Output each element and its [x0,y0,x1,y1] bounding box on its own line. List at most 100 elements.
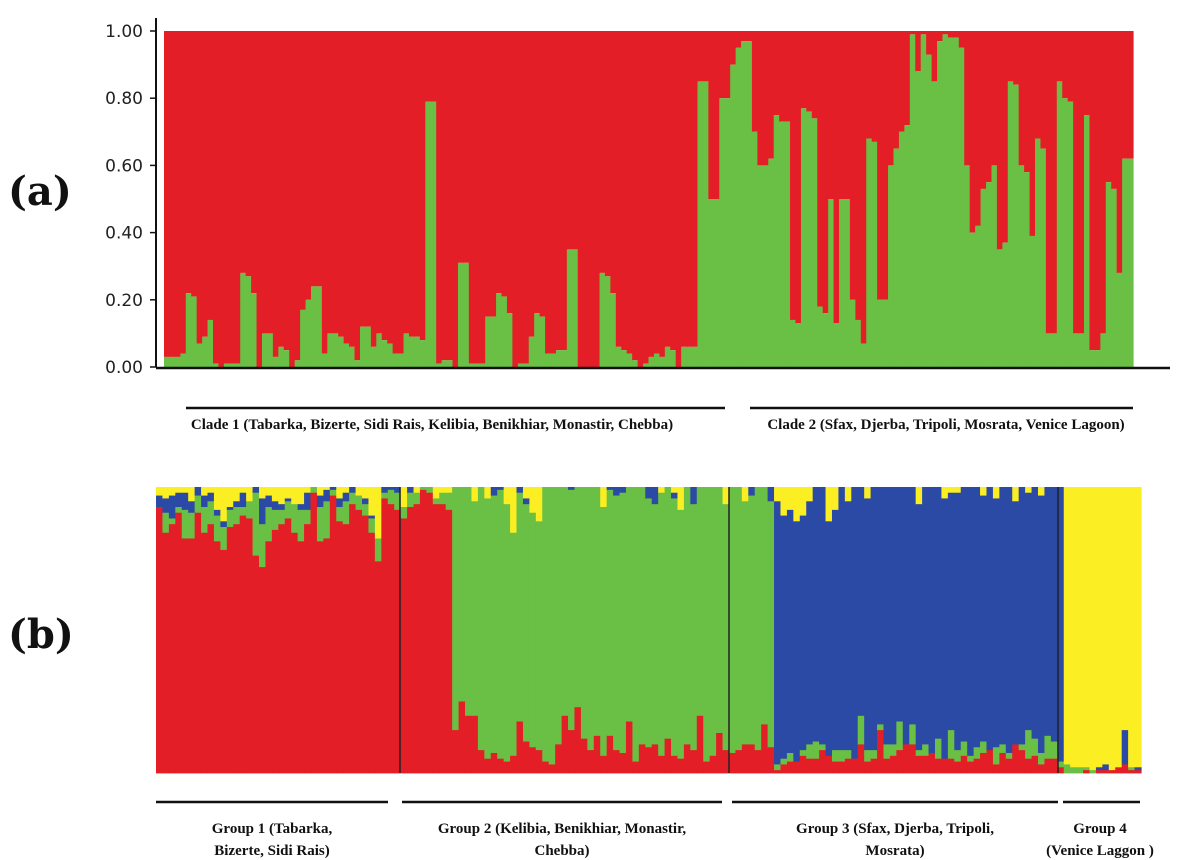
bar-a-green [463,262,470,367]
bar-b-red [613,750,621,774]
bar-b-blue [870,487,878,751]
y-tick-label: 0.20 [105,291,143,311]
bar-a-red [343,31,350,344]
bar-b-green [690,504,698,751]
bar-b-red [941,758,949,774]
bar-a-red [806,31,813,112]
bar-a-red [1024,31,1031,173]
bar-b-blue [394,487,402,494]
bar-a-red [485,31,492,317]
bar-b-blue [613,487,621,496]
bar-a-red [300,31,307,310]
bar-b-red [683,744,691,774]
bar-a-red [604,31,611,277]
bar-a-red [398,31,405,354]
bar-b-green [259,524,267,568]
bar-a-green [474,363,481,367]
bar-b-blue [194,487,202,496]
bar-a-green [1122,158,1129,367]
bar-a-green [1056,81,1063,368]
bar-b-blue [877,487,885,725]
bar-b-green [838,750,846,762]
bar-a-green [926,54,933,368]
bar-b-yellow [741,487,749,502]
bar-b-red [484,758,492,774]
bar-b-red [812,758,820,774]
bar-b-red [844,758,852,774]
bar-a-green [659,356,666,367]
bar-b-yellow [510,487,518,534]
bar-a-green [496,293,503,367]
bar-b-red [445,509,453,774]
bar-b-yellow [522,487,530,499]
bar-a-green [947,37,954,367]
bar-b-green [806,744,814,760]
bar-b-green [574,487,582,708]
bar-b-green [394,492,402,511]
bar-a-green [991,165,998,367]
bar-b-green [877,724,885,731]
bar-b-yellow [175,487,183,494]
bar-a-green [1094,350,1101,367]
bar-b-green [1031,738,1039,757]
bar-a-red [1035,31,1042,139]
bar-b-yellow [471,487,479,502]
bar-b-yellow [786,487,794,511]
bar-a-red [468,31,475,364]
bar-a-green [839,199,846,367]
bar-b-blue [226,507,234,511]
bar-b-red [542,761,550,774]
bar-b-yellow [213,487,221,511]
bar-a-green [975,225,982,367]
bar-a-green [828,199,835,367]
bar-b-green [445,492,453,511]
bar-b-green [741,501,749,745]
bar-a-green [229,363,236,367]
bar-a-red [419,31,426,341]
bar-a-red [512,31,519,367]
bar-a-red [588,31,595,367]
bar-a-red [784,31,791,122]
bar-a-green [937,41,944,367]
bar-b-green [696,487,704,717]
bar-a-green [604,276,611,367]
bar-b-red [1095,770,1103,774]
group-label: (Venice Laggon ) [1046,843,1154,859]
bar-b-red [458,701,466,774]
bar-a-red [305,31,312,300]
bar-a-green [566,249,573,367]
bar-a-red [550,31,557,354]
bar-b-green [510,532,518,757]
bar-b-green [439,492,447,505]
bar-b-blue [181,492,189,511]
bar-b-yellow [915,487,923,505]
bar-a-red [506,31,513,314]
bar-a-red [261,31,269,334]
bar-a-green [169,356,176,367]
bar-a-red [212,31,220,364]
bar-b-green [857,715,865,745]
bar-b-blue [896,487,904,722]
group-label: Group 4 [1073,821,1127,837]
bar-a-green [392,353,399,367]
bar-a-green [436,363,443,367]
bar-b-yellow [220,487,228,522]
bar-b-green [213,515,221,542]
bar-a-green [523,363,530,367]
bar-b-green [226,509,234,528]
bar-a-red [920,31,927,35]
bar-b-blue [284,498,292,502]
bar-b-blue [1095,767,1103,771]
bar-a-red [653,31,660,354]
bar-a-green [545,353,552,367]
bar-b-yellow [278,487,286,505]
bar-b-red [355,509,363,774]
bar-a-green [686,346,693,367]
bar-b-green [1083,767,1091,771]
bar-b-green [407,492,415,508]
bar-a-green [359,326,367,367]
bar-b-green [284,501,292,519]
bar-b-red [600,755,608,774]
bar-b-yellow [297,487,305,505]
bar-a-red [751,31,758,132]
